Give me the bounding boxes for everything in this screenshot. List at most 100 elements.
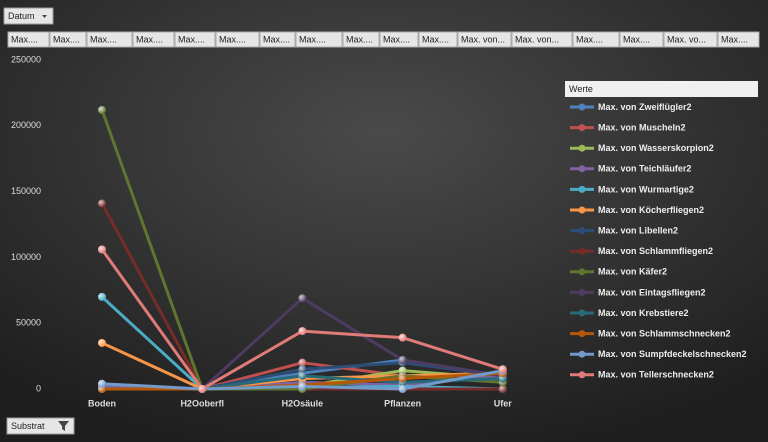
field-button-label[interactable]: Max.... xyxy=(11,34,38,44)
field-button-label[interactable]: Max. vo... xyxy=(667,34,706,44)
marker-shine xyxy=(198,385,207,393)
legend-label: Max. von Sumpfdeckelschnecken2 xyxy=(598,349,747,359)
field-button-label[interactable]: Max. von... xyxy=(515,34,559,44)
field-button-label[interactable]: Max.... xyxy=(299,34,326,44)
filter-button[interactable]: Datum xyxy=(3,7,54,25)
legend-marker xyxy=(578,350,586,358)
field-buttons: Max.... Max.... Max.... Max.... Max.... Max..… xyxy=(7,31,760,48)
legend-label: Max. von Köcherfliegen2 xyxy=(598,205,704,215)
legend-marker xyxy=(578,330,586,338)
y-tick-label: 0 xyxy=(36,383,41,393)
field-button-label[interactable]: Max.... xyxy=(136,34,163,44)
legend-label: Max. von Schlammfliegen2 xyxy=(598,246,713,256)
marker-shine xyxy=(298,294,307,303)
marker-shine xyxy=(398,374,407,383)
field-button[interactable] xyxy=(572,31,620,48)
field-button[interactable] xyxy=(215,31,260,48)
legend-label: Max. von Käfer2 xyxy=(598,267,667,277)
legend-label: Max. von Libellen2 xyxy=(598,225,678,235)
legend-label: Max. von Zweiflügler2 xyxy=(598,102,692,112)
marker-shine xyxy=(498,385,507,393)
field-button[interactable] xyxy=(663,31,718,48)
marker-shine xyxy=(298,371,307,380)
field-button-label[interactable]: Max.... xyxy=(623,34,650,44)
field-button-label[interactable]: Max.... xyxy=(263,34,290,44)
y-tick-label: 250000 xyxy=(11,54,41,64)
legend-marker xyxy=(578,288,586,296)
x-tick-label: Pflanzen xyxy=(384,398,421,408)
marker-shine xyxy=(298,358,307,367)
field-button[interactable] xyxy=(295,31,343,48)
field-button[interactable] xyxy=(511,31,573,48)
x-tick-label: Boden xyxy=(88,398,116,408)
legend-label: Max. von Tellerschnecken2 xyxy=(598,370,714,380)
filter-icon[interactable] xyxy=(58,421,69,431)
legend-marker xyxy=(578,103,586,111)
marker-shine xyxy=(498,365,507,374)
field-button-label[interactable]: Max.... xyxy=(90,34,117,44)
marker-shine xyxy=(398,356,407,365)
y-tick-label: 150000 xyxy=(11,186,41,196)
field-button[interactable] xyxy=(86,31,133,48)
legend: Werte Max. von Zweiflügler2 Max. von Musc… xyxy=(565,81,758,380)
marker-shine xyxy=(98,106,106,115)
plot-area: 0 50000 100000 150000 200000 250000 Boden H2Oob… xyxy=(11,54,512,408)
field-button[interactable] xyxy=(259,31,296,48)
x-tick-label: Ufer xyxy=(494,398,513,408)
legend-label: Max. von Wasserskorpion2 xyxy=(598,143,714,153)
legend-marker xyxy=(578,124,586,132)
marker-shine xyxy=(98,338,106,347)
button-box[interactable] xyxy=(6,417,75,435)
marker-shine xyxy=(298,382,307,391)
marker-shine xyxy=(98,292,106,301)
x-tick-label: H2Osäule xyxy=(282,398,324,408)
legend-marker xyxy=(578,227,586,235)
field-button[interactable] xyxy=(457,31,512,48)
y-tick-label: 200000 xyxy=(11,120,41,130)
field-button[interactable] xyxy=(174,31,216,48)
field-button[interactable] xyxy=(619,31,664,48)
marker-shine xyxy=(298,327,307,336)
legend-label: Max. von Eintagsfliegen2 xyxy=(598,287,706,297)
marker-shine xyxy=(398,333,407,342)
legend-marker xyxy=(578,309,586,317)
field-button-label[interactable]: Max.... xyxy=(576,34,603,44)
legend-label: Max. von Teichläufer2 xyxy=(598,164,691,174)
legend-label: Max. von Muscheln2 xyxy=(598,122,686,132)
button-label[interactable]: Substrat xyxy=(11,421,45,431)
field-button-label[interactable]: Max.... xyxy=(178,34,205,44)
field-button[interactable] xyxy=(132,31,175,48)
button-box[interactable] xyxy=(3,7,54,25)
legend-marker xyxy=(578,144,586,152)
field-button-label[interactable]: Max.... xyxy=(422,34,449,44)
axis-button[interactable]: Substrat xyxy=(6,417,75,435)
field-button[interactable] xyxy=(418,31,458,48)
legend-header xyxy=(565,81,758,97)
field-button-label[interactable]: Max.... xyxy=(346,34,373,44)
button-label[interactable]: Datum xyxy=(8,11,35,21)
legend-marker xyxy=(578,268,586,276)
field-button-label[interactable]: Max. von... xyxy=(461,34,505,44)
legend-marker xyxy=(578,371,586,379)
legend-label: Max. von Krebstiere2 xyxy=(598,308,689,318)
field-button-label[interactable]: Max.... xyxy=(219,34,246,44)
field-button[interactable] xyxy=(379,31,419,48)
field-button[interactable] xyxy=(7,31,50,48)
dropdown-arrow[interactable] xyxy=(42,15,47,18)
field-button-label[interactable]: Max.... xyxy=(721,34,748,44)
field-button[interactable] xyxy=(342,31,380,48)
marker-shine xyxy=(398,385,407,393)
legend-label: Max. von Schlammschnecken2 xyxy=(598,328,731,338)
field-button-label[interactable]: Max.... xyxy=(53,34,80,44)
field-button[interactable] xyxy=(49,31,87,48)
marker-shine xyxy=(98,199,106,208)
legend-marker xyxy=(578,185,586,193)
field-button[interactable] xyxy=(717,31,760,48)
legend-marker xyxy=(578,247,586,255)
legend-marker xyxy=(578,165,586,173)
field-button-label[interactable]: Max.... xyxy=(383,34,410,44)
x-tick-label: H2Ooberfl xyxy=(180,398,224,408)
legend-marker xyxy=(578,206,586,214)
